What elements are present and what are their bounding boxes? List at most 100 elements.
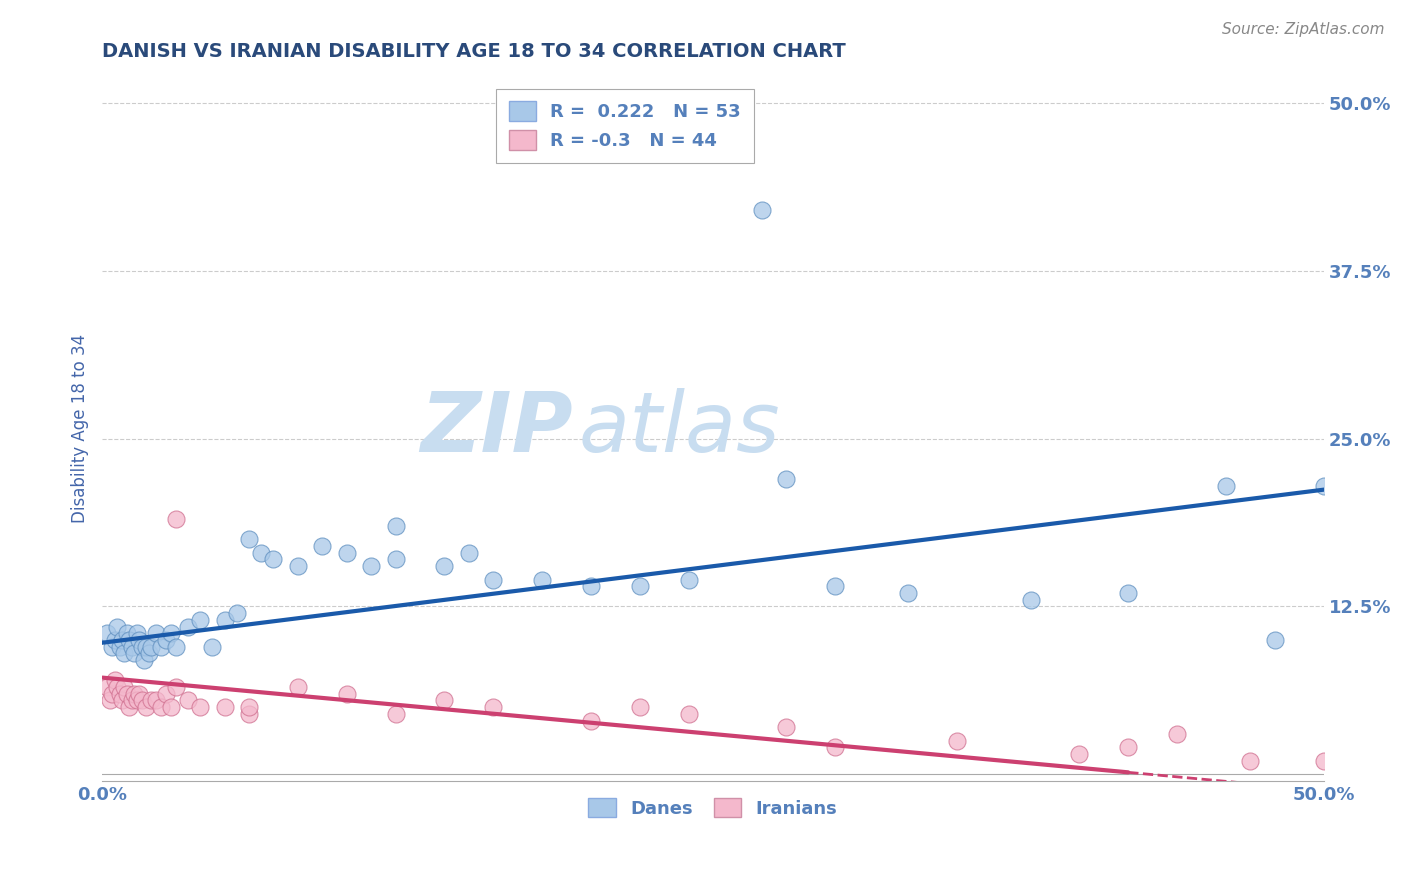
Point: [112, 680, 135, 694]
Text: Source: ZipAtlas.com: Source: ZipAtlas.com: [1222, 22, 1385, 37]
Point: [1116, 740, 1139, 755]
Point: [141, 693, 163, 707]
Point: [188, 613, 211, 627]
Point: [531, 573, 554, 587]
Point: [111, 693, 134, 707]
Point: [155, 633, 177, 648]
Point: [678, 706, 700, 721]
Point: [177, 693, 200, 707]
Point: [214, 700, 236, 714]
Point: [159, 626, 181, 640]
Point: [1312, 478, 1334, 492]
Point: [131, 693, 153, 707]
Point: [128, 687, 150, 701]
Point: [1116, 586, 1139, 600]
Point: [384, 552, 406, 566]
Point: [105, 680, 128, 694]
Point: [225, 606, 247, 620]
Point: [122, 687, 145, 701]
Point: [751, 203, 773, 218]
Point: [155, 687, 177, 701]
Point: [159, 700, 181, 714]
Point: [775, 720, 797, 734]
Point: [165, 680, 187, 694]
Point: [678, 573, 700, 587]
Point: [360, 559, 382, 574]
Point: [188, 700, 211, 714]
Point: [238, 533, 260, 547]
Point: [104, 633, 127, 648]
Point: [1312, 754, 1334, 768]
Point: [1019, 592, 1042, 607]
Point: [384, 706, 406, 721]
Point: [112, 647, 135, 661]
Point: [433, 693, 456, 707]
Point: [115, 687, 138, 701]
Point: [135, 640, 157, 654]
Point: [946, 733, 969, 747]
Point: [433, 559, 456, 574]
Point: [108, 640, 131, 654]
Point: [628, 700, 651, 714]
Point: [238, 706, 260, 721]
Point: [101, 687, 124, 701]
Point: [101, 640, 124, 654]
Point: [108, 687, 131, 701]
Point: [96, 626, 118, 640]
Point: [250, 546, 273, 560]
Point: [201, 640, 224, 654]
Point: [104, 673, 127, 688]
Point: [1264, 633, 1286, 648]
Point: [125, 693, 148, 707]
Point: [132, 653, 155, 667]
Point: [131, 640, 153, 654]
Point: [579, 579, 602, 593]
Point: [145, 693, 167, 707]
Point: [138, 647, 160, 661]
Point: [824, 740, 846, 755]
Point: [457, 546, 479, 560]
Point: [287, 680, 309, 694]
Point: [118, 700, 141, 714]
Point: [118, 633, 141, 648]
Point: [287, 559, 309, 574]
Point: [145, 626, 167, 640]
Point: [135, 700, 157, 714]
Point: [1215, 478, 1237, 492]
Point: [214, 613, 236, 627]
Point: [238, 700, 260, 714]
Text: DANISH VS IRANIAN DISABILITY AGE 18 TO 34 CORRELATION CHART: DANISH VS IRANIAN DISABILITY AGE 18 TO 3…: [103, 42, 846, 61]
Text: ZIP: ZIP: [420, 388, 572, 469]
Point: [311, 539, 333, 553]
Point: [115, 626, 138, 640]
Point: [141, 640, 163, 654]
Point: [1239, 754, 1261, 768]
Text: atlas: atlas: [579, 388, 780, 469]
Point: [1166, 727, 1188, 741]
Point: [111, 633, 134, 648]
Y-axis label: Disability Age 18 to 34: Disability Age 18 to 34: [72, 334, 89, 524]
Point: [775, 472, 797, 486]
Point: [482, 700, 505, 714]
Point: [165, 640, 187, 654]
Point: [628, 579, 651, 593]
Point: [579, 714, 602, 728]
Point: [177, 619, 200, 633]
Point: [150, 700, 173, 714]
Point: [897, 586, 920, 600]
Point: [121, 693, 143, 707]
Point: [125, 626, 148, 640]
Point: [165, 512, 187, 526]
Point: [121, 640, 143, 654]
Point: [336, 546, 359, 560]
Point: [128, 633, 150, 648]
Point: [105, 619, 128, 633]
Point: [98, 693, 121, 707]
Legend: Danes, Iranians: Danes, Iranians: [581, 790, 845, 825]
Point: [482, 573, 505, 587]
Point: [122, 647, 145, 661]
Point: [96, 680, 118, 694]
Point: [384, 519, 406, 533]
Point: [262, 552, 284, 566]
Point: [150, 640, 173, 654]
